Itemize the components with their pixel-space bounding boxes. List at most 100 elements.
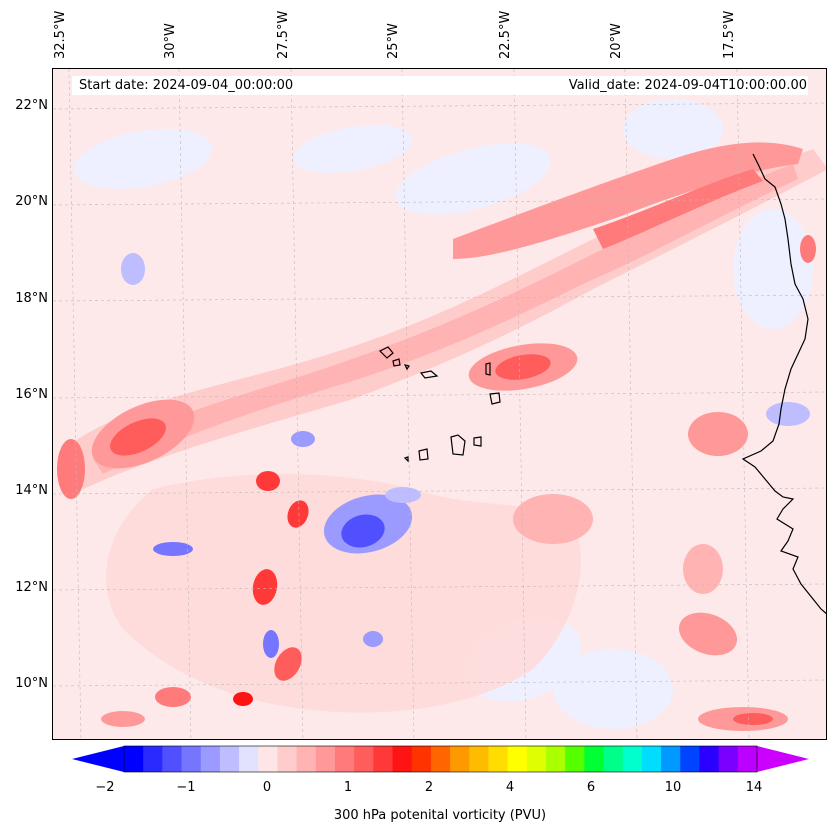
colorbar-cell [239,746,259,772]
colorbar-tick-label: 1 [343,780,353,795]
colorbar-cell [622,746,643,772]
cape-verde-island [473,436,482,447]
pv-contour-region [623,99,723,159]
colorbar-extend-high [757,746,809,772]
colorbar-tick-label: −1 [176,780,196,795]
lon-label: 27.5°W [276,10,291,59]
colorbar-cell [296,746,317,772]
cape-verde-island [419,370,439,379]
graticule [53,69,826,739]
pv-contour-region [106,474,581,713]
colorbar-cell [699,746,720,772]
pv-contour-region [252,569,278,605]
cape-verde-island [378,346,394,359]
lat-label: 20°N [15,194,48,209]
cape-verde-island [403,364,410,371]
meridian-line [178,69,192,739]
colorbar-cell [680,746,700,772]
colorbar-tick-label: 10 [664,780,682,795]
colorbar-cell [162,746,183,772]
lat-label: 22°N [15,98,48,113]
pv-contour-region [291,431,315,447]
pv-contour-region [395,143,551,215]
lon-label: 32.5°W [53,10,68,59]
colorbar-cell [143,746,163,772]
parallel-line [53,294,826,302]
colorbar-cell [661,746,681,772]
lon-label: 30°W [163,23,178,59]
colorbar-extend-low [72,746,124,772]
pv-contour-region [513,494,593,544]
map-panel [52,68,827,740]
pv-contour-region [766,402,810,426]
lon-label: 22.5°W [498,10,513,59]
colorbar-cell [718,746,739,772]
coastline-layer [378,153,826,615]
colorbar-cell [354,746,374,772]
pv-contour-region [57,439,85,499]
colorbar-cell [565,746,585,772]
colorbar-cell [488,746,509,772]
colorbar-cell [546,746,566,772]
lat-label: 14°N [15,483,48,498]
lon-label: 25°W [386,23,401,59]
lon-label: 20°W [609,23,624,59]
colorbar [72,745,809,773]
lat-label: 18°N [15,291,48,306]
start-date-text: Start date: 2024-09-04_00:00:00 [79,78,294,93]
cape-verde-island [418,448,429,461]
colorbar-cell [258,746,278,772]
pv-contour-region [363,631,383,647]
colorbar-cell [392,746,413,772]
colorbar-cell [584,746,605,772]
pv-contour-region [121,253,145,285]
colorbar-cell [200,746,221,772]
pv-contour-region [688,412,748,456]
date-info-box [72,76,808,95]
colorbar-tick-label: 4 [505,780,515,795]
pv-contour-region [287,500,309,528]
pv-contour-region [733,713,773,725]
cape-verde-island [403,456,409,463]
colorbar-cell [335,746,355,772]
parallel-line [53,102,826,110]
pv-contour-region [233,692,253,706]
pv-contour-region [683,544,723,594]
meridian-line [736,69,750,739]
colorbar-cell [450,746,470,772]
pv-field-layer [57,99,826,731]
colorbar-cell [277,746,298,772]
pv-contour-region [453,142,803,259]
colorbar-cell [469,746,489,772]
lat-label: 12°N [15,580,48,595]
colorbar-tick-label: 2 [424,780,434,795]
meridian-line [290,69,304,739]
colorbar-cell [219,746,240,772]
pv-contour-region [593,169,763,249]
colorbar-cell [124,746,144,772]
colorbar-cell [315,746,336,772]
pv-contour-region [256,471,280,491]
meridian-line [624,69,638,739]
pv-contour-region [263,630,279,658]
colorbar-outline [123,745,758,773]
pv-contour-region [153,542,193,556]
colorbar-cell [603,746,624,772]
africa-coastline [741,153,826,615]
lat-label: 10°N [15,676,48,691]
colorbar-cell [373,746,394,772]
colorbar-tick-label: 14 [745,780,763,795]
cape-verde-island [489,392,501,405]
meridian-line [68,69,82,739]
parallel-line [53,391,826,399]
pv-contour-region [110,418,166,456]
pv-contour-region [733,209,813,329]
meridian-line [401,69,415,739]
colorbar-cell [430,746,451,772]
lon-label: 17.5°W [722,10,737,59]
colorbar-tick-label: −2 [95,780,115,795]
pv-contour-map [53,69,826,739]
pv-contour-region [800,235,816,263]
colorbar-cell [411,746,432,772]
colorbar-cell [507,746,528,772]
